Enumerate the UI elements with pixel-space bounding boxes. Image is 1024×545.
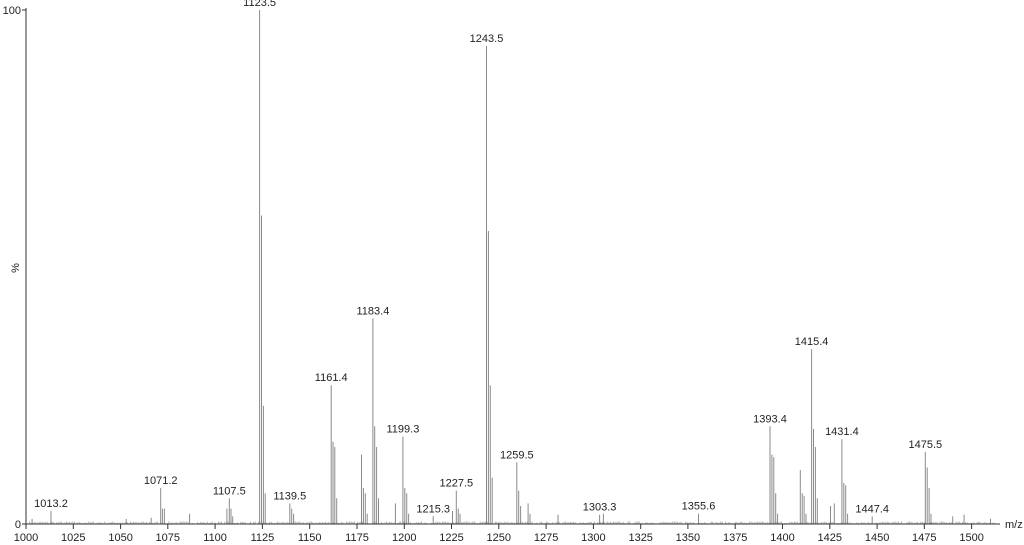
y-tick-label: 100 — [3, 5, 21, 17]
peak-labels: 1013.2 1071.2 1107.5 1123.5 1139.5 1161.4 1183… — [34, 0, 942, 515]
peak-label: 1415.4 — [795, 336, 829, 348]
x-tick-label: 1400 — [770, 532, 794, 544]
peak-label: 1447.4 — [855, 503, 889, 515]
peak-label: 1303.3 — [583, 502, 617, 514]
peak-label: 1431.4 — [825, 426, 859, 438]
x-tick-label: 1150 — [298, 532, 322, 544]
peak-label: 1393.4 — [753, 413, 787, 425]
y-axis-label: % — [10, 263, 22, 273]
peak-label: 1215.3 — [416, 503, 450, 515]
x-tick-label: 1300 — [581, 532, 605, 544]
peak-label: 1199.3 — [386, 424, 419, 436]
x-tick-label: 1450 — [865, 532, 889, 544]
x-tick-label: 1050 — [108, 532, 132, 544]
peak-bars — [31, 10, 991, 524]
y-tick-label: 0 — [15, 519, 21, 531]
x-tick-label: 1075 — [156, 532, 180, 544]
y-axis-ticks: 0 100 — [3, 5, 26, 531]
peak-label: 1355.6 — [682, 501, 716, 513]
x-tick-label: 1275 — [534, 532, 558, 544]
x-tick-label: 1025 — [61, 532, 85, 544]
peak-label: 1161.4 — [315, 372, 348, 384]
peak-label: 1123.5 — [243, 0, 276, 9]
x-tick-label: 1250 — [487, 532, 511, 544]
x-tick-label: 1475 — [912, 532, 936, 544]
x-tick-label: 1425 — [818, 532, 842, 544]
x-tick-label: 1375 — [723, 532, 747, 544]
x-tick-label: 1350 — [676, 532, 700, 544]
peak-label: 1183.4 — [356, 305, 389, 317]
x-axis-label: m/z — [1005, 519, 1023, 531]
x-tick-label: 1325 — [628, 532, 652, 544]
x-tick-label: 1175 — [345, 532, 369, 544]
x-tick-label: 1125 — [251, 532, 275, 544]
x-tick-label: 1200 — [392, 532, 416, 544]
peak-label: 1475.5 — [908, 439, 942, 451]
peak-label: 1071.2 — [144, 475, 178, 487]
peak-label: 1107.5 — [213, 485, 246, 497]
peak-label: 1227.5 — [439, 478, 473, 490]
x-tick-label: 1225 — [439, 532, 463, 544]
x-tick-label: 1100 — [203, 532, 227, 544]
peak-label: 1259.5 — [500, 449, 534, 461]
x-tick-label: 1000 — [14, 532, 38, 544]
peak-label: 1013.2 — [34, 498, 68, 510]
peak-label: 1243.5 — [470, 33, 504, 45]
x-axis-ticks: 1000 1025 1050 1075 1100 1125 1150 1175 1200 1225… — [14, 524, 984, 544]
peak-label: 1139.5 — [273, 490, 306, 502]
x-tick-label: 1500 — [959, 532, 983, 544]
